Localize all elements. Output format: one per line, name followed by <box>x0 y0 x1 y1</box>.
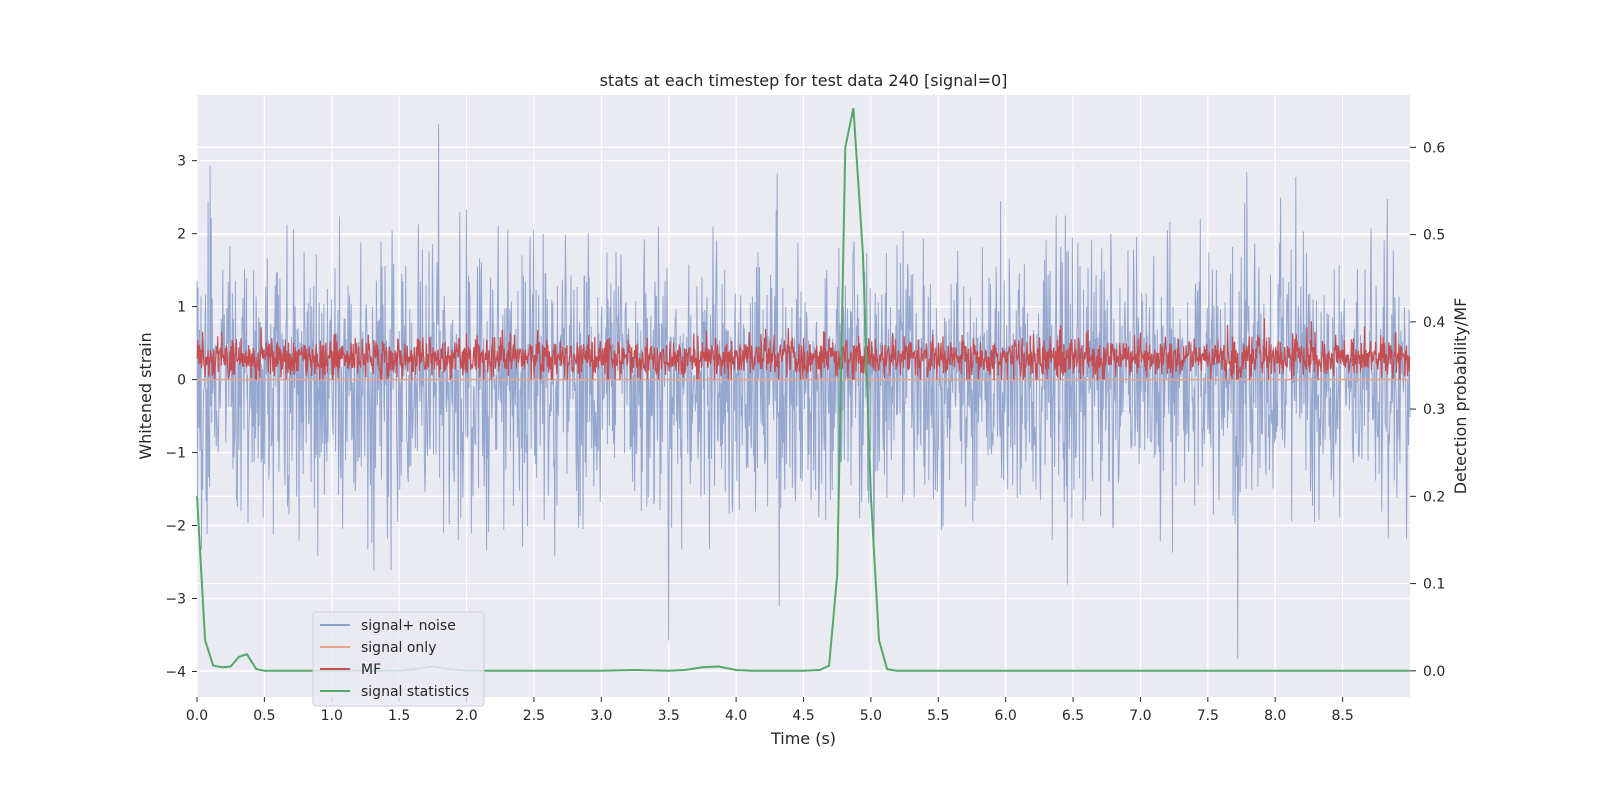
x-tick-label: 8.5 <box>1331 708 1353 724</box>
x-tick-label: 0.5 <box>253 708 275 724</box>
x-tick-label: 3.0 <box>590 708 612 724</box>
y-tick-label: 0 <box>177 373 186 389</box>
x-axis-label: Time (s) <box>770 729 836 748</box>
series-mf <box>196 318 1411 381</box>
x-tick-label: 1.5 <box>388 708 410 724</box>
y2-tick-label: 0.5 <box>1423 228 1445 244</box>
y2-tick-label: 0.4 <box>1423 315 1445 331</box>
y2-tick-label: 0.0 <box>1423 664 1445 680</box>
x-tick-label: 3.5 <box>658 708 680 724</box>
y-tick-label: 1 <box>177 300 186 316</box>
y-tick-label: −2 <box>165 519 186 535</box>
legend-box <box>312 611 485 707</box>
series-line <box>196 318 1411 381</box>
x-tick-label: 2.5 <box>523 708 545 724</box>
ticks: 0.0 0.5 1.0 1.5 2.0 2.5 3.0 3.5 4.0 4.5 5.0 5.5 6.0 6… <box>165 140 1445 724</box>
x-tick-label: 7.5 <box>1197 708 1219 724</box>
x-tick-label: 2.0 <box>455 708 477 724</box>
legend-entry: signal+ noise <box>361 618 456 634</box>
series-signal-statistics <box>196 107 1410 672</box>
x-tick-label: 1.0 <box>321 708 343 724</box>
y-tick-label: −3 <box>165 591 186 607</box>
y-tick-label: 2 <box>177 227 186 243</box>
legend-entry: MF <box>361 662 381 678</box>
x-tick-label: 4.5 <box>792 708 814 724</box>
legend-entry: signal only <box>361 640 436 656</box>
series-line <box>196 107 1410 672</box>
x-tick-label: 8.0 <box>1264 708 1286 724</box>
series-layer <box>196 107 1411 672</box>
y-tick-label: −4 <box>165 664 186 680</box>
y2-tick-label: 0.3 <box>1423 402 1445 418</box>
x-tick-label: 6.5 <box>1062 708 1084 724</box>
y-tick-label: −1 <box>165 446 186 462</box>
x-tick-label: 4.0 <box>725 708 747 724</box>
y-axis-label: Whitened strain <box>136 332 155 459</box>
chart-title: stats at each timestep for test data 240… <box>600 71 1008 90</box>
x-tick-label: 7.0 <box>1129 708 1151 724</box>
x-tick-label: 5.0 <box>860 708 882 724</box>
y2-axis-label: Detection probability/MF <box>1451 298 1470 495</box>
x-tick-label: 0.0 <box>186 708 208 724</box>
y2-tick-label: 0.6 <box>1423 140 1445 156</box>
legend-entry: signal statistics <box>361 684 469 700</box>
y-tick-label: 3 <box>177 154 186 170</box>
x-tick-label: 6.0 <box>995 708 1017 724</box>
y2-tick-label: 0.1 <box>1423 577 1445 593</box>
y2-tick-label: 0.2 <box>1423 489 1445 505</box>
legend: signal+ noise signal only MF signal statist… <box>312 611 485 707</box>
x-tick-label: 5.5 <box>927 708 949 724</box>
